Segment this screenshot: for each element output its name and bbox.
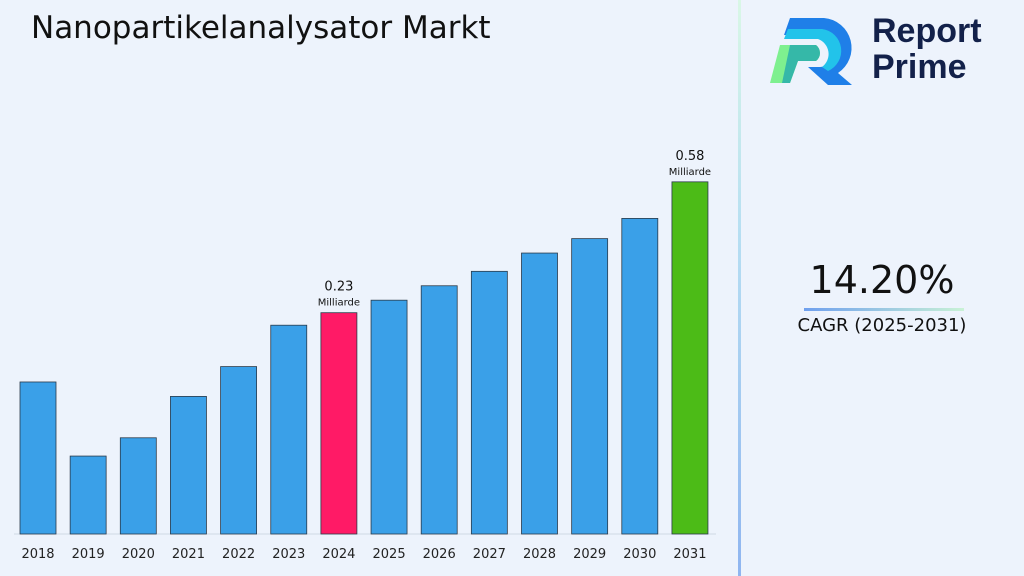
bar-2022: [220, 366, 258, 535]
x-tick-label: 2025: [373, 547, 406, 562]
bar-2026: [420, 285, 458, 535]
divider: [738, 0, 741, 576]
bar-2024: [320, 312, 358, 535]
x-tick-label: 2031: [673, 547, 706, 562]
chart-title: Nanopartikelanalysator Markt: [31, 10, 491, 46]
x-tick-label: 2028: [523, 547, 556, 562]
data-label-unit: Milliarde: [318, 298, 360, 309]
bar-2030: [621, 218, 659, 535]
data-label-value: 0.58: [675, 149, 704, 164]
bar-2028: [521, 252, 558, 535]
bar-chart: 2018 2019 2020 2021 2022 2023 2024 2025 2026 2027…: [14, 149, 716, 562]
x-tick-label: 2027: [473, 547, 506, 562]
data-label-value: 0.23: [324, 280, 353, 295]
x-tick-label: 2022: [222, 547, 255, 562]
x-tick-label: 2026: [423, 547, 456, 562]
cagr-underline: [804, 308, 964, 311]
bar-2029: [571, 238, 609, 535]
report-prime-logo: Report Prime: [768, 12, 1008, 87]
x-tick-label: 2019: [72, 547, 105, 562]
cagr-label: CAGR (2025-2031): [797, 315, 967, 336]
bar-2027: [470, 270, 508, 535]
x-tick-label: 2021: [172, 547, 205, 562]
x-tick-label: 2020: [122, 547, 155, 562]
bar-2019: [69, 455, 107, 535]
bar-2021: [170, 396, 207, 535]
bar-2023: [270, 324, 308, 535]
x-tick-label: 2018: [21, 547, 54, 562]
bar-2031: [671, 181, 709, 535]
logo-icon: [770, 18, 852, 85]
cagr-value: 14.20%: [809, 258, 955, 302]
data-label-unit: Milliarde: [669, 167, 711, 178]
bar-2018: [19, 381, 57, 535]
logo-line2: Prime: [872, 48, 967, 86]
bar-2020: [119, 437, 157, 535]
x-tick-label: 2030: [623, 547, 656, 562]
x-tick-label: 2024: [322, 547, 355, 562]
logo-line1: Report: [872, 12, 982, 50]
x-tick-label: 2029: [573, 547, 606, 562]
bar-2025: [370, 299, 408, 535]
x-tick-label: 2023: [272, 547, 305, 562]
